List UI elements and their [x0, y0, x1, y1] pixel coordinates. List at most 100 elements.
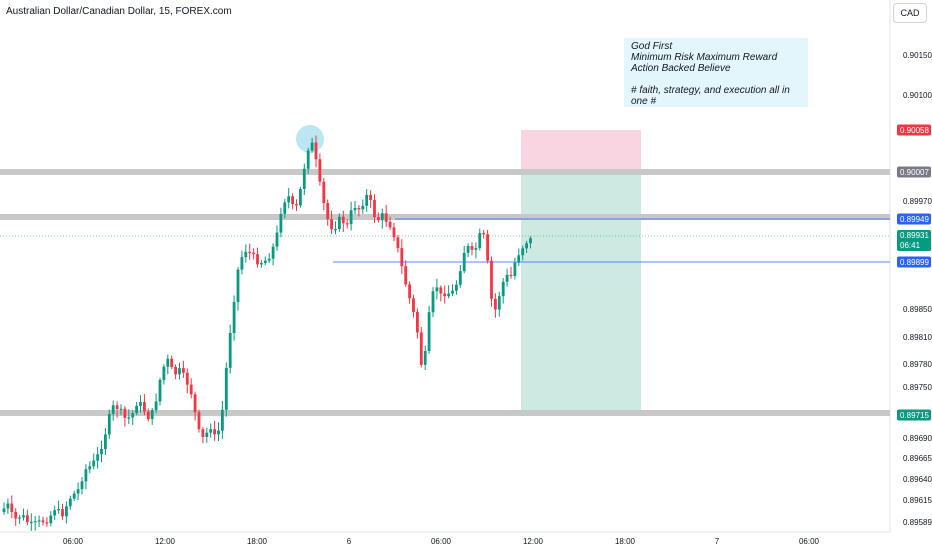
candle-body[interactable] [14, 511, 18, 519]
candle-body[interactable] [330, 219, 333, 230]
candle-body[interactable] [228, 332, 232, 368]
candle-body[interactable] [505, 274, 509, 282]
candle-body[interactable] [193, 394, 197, 413]
candle-body[interactable] [232, 301, 236, 333]
candle-body[interactable] [154, 401, 158, 411]
candle-body[interactable] [271, 246, 275, 259]
candle-body[interactable] [501, 281, 505, 297]
candle-body[interactable] [412, 298, 415, 312]
candle-body[interactable] [236, 269, 240, 302]
take-profit-zone[interactable] [521, 172, 641, 413]
candle-body[interactable] [338, 216, 341, 229]
candle-body[interactable] [260, 263, 263, 265]
candle-body[interactable] [61, 509, 64, 517]
candle-body[interactable] [18, 517, 21, 519]
candle-body[interactable] [244, 251, 248, 258]
candle-body[interactable] [451, 290, 454, 294]
candle-body[interactable] [158, 379, 162, 402]
candle-body[interactable] [365, 194, 369, 206]
candle-body[interactable] [76, 489, 80, 494]
candle-body[interactable] [373, 199, 376, 218]
candle-body[interactable] [72, 493, 76, 499]
candle-body[interactable] [224, 367, 228, 410]
candle-body[interactable] [185, 372, 189, 385]
candle-body[interactable] [478, 233, 482, 249]
candle-body[interactable] [349, 210, 353, 225]
candle-body[interactable] [517, 255, 521, 263]
currency-button[interactable]: CAD [893, 3, 927, 23]
candle-body[interactable] [509, 274, 513, 277]
candle-body[interactable] [197, 412, 201, 430]
candle-body[interactable] [490, 260, 493, 299]
candle-body[interactable] [252, 252, 255, 255]
candle-body[interactable] [2, 508, 6, 512]
candle-body[interactable] [143, 402, 146, 412]
candle-body[interactable] [326, 203, 330, 220]
candle-body[interactable] [53, 510, 57, 516]
candle-body[interactable] [474, 248, 478, 250]
candle-body[interactable] [37, 520, 41, 522]
candle-body[interactable] [345, 223, 349, 225]
candle-body[interactable] [513, 262, 517, 277]
candle-body[interactable] [111, 405, 115, 414]
candle-body[interactable] [299, 188, 302, 206]
candle-body[interactable] [68, 498, 72, 507]
support-level-line[interactable] [0, 410, 890, 416]
candle-body[interactable] [408, 284, 411, 299]
candle-body[interactable] [482, 233, 486, 235]
candle-body[interactable] [115, 405, 119, 410]
candle-body[interactable] [396, 237, 400, 249]
candle-body[interactable] [283, 202, 287, 214]
candle-body[interactable] [240, 257, 244, 270]
candle-body[interactable] [377, 217, 380, 221]
candle-body[interactable] [322, 181, 326, 204]
candle-body[interactable] [84, 469, 88, 482]
candle-body[interactable] [302, 168, 306, 189]
candle-body[interactable] [384, 213, 388, 222]
candle-body[interactable] [279, 213, 283, 233]
candle-body[interactable] [466, 246, 470, 253]
candle-body[interactable] [306, 150, 310, 169]
candle-body[interactable] [100, 449, 103, 455]
candle-body[interactable] [6, 503, 10, 509]
candle-body[interactable] [104, 434, 107, 450]
candle-body[interactable] [131, 413, 135, 418]
candle-body[interactable] [521, 248, 525, 256]
candle-body[interactable] [205, 432, 209, 437]
candle-body[interactable] [221, 409, 224, 431]
candle-body[interactable] [174, 367, 177, 375]
candle-body[interactable] [209, 429, 213, 433]
candle-body[interactable] [369, 194, 372, 200]
candle-body[interactable] [119, 408, 123, 410]
candle-body[interactable] [256, 254, 259, 265]
candle-body[interactable] [361, 205, 365, 210]
candle-body[interactable] [267, 258, 271, 261]
candle-body[interactable] [275, 232, 279, 247]
candle-body[interactable] [150, 410, 154, 420]
entry-level-line[interactable] [0, 214, 890, 220]
candle-body[interactable] [41, 520, 45, 523]
candle-body[interactable] [314, 142, 318, 160]
candle-body[interactable] [287, 196, 291, 203]
candle-body[interactable] [49, 515, 53, 524]
candle-body[interactable] [162, 366, 166, 380]
candle-body[interactable] [404, 266, 408, 285]
candle-body[interactable] [88, 466, 92, 470]
candle-body[interactable] [139, 402, 142, 406]
candle-body[interactable] [427, 312, 431, 352]
candle-body[interactable] [107, 413, 111, 435]
candle-body[interactable] [248, 251, 252, 254]
candle-body[interactable] [447, 293, 450, 297]
candle-body[interactable] [443, 293, 447, 297]
candle-body[interactable] [423, 351, 427, 365]
text-note[interactable]: God First Minimum Risk Maximum Reward Ac… [624, 38, 808, 107]
candle-body[interactable] [45, 522, 49, 524]
candle-body[interactable] [26, 515, 29, 523]
candle-body[interactable] [388, 221, 392, 228]
candle-body[interactable] [462, 252, 466, 272]
candle-body[interactable] [458, 271, 462, 285]
candle-body[interactable] [291, 196, 294, 205]
candle-body[interactable] [353, 207, 357, 211]
candle-body[interactable] [497, 296, 501, 310]
